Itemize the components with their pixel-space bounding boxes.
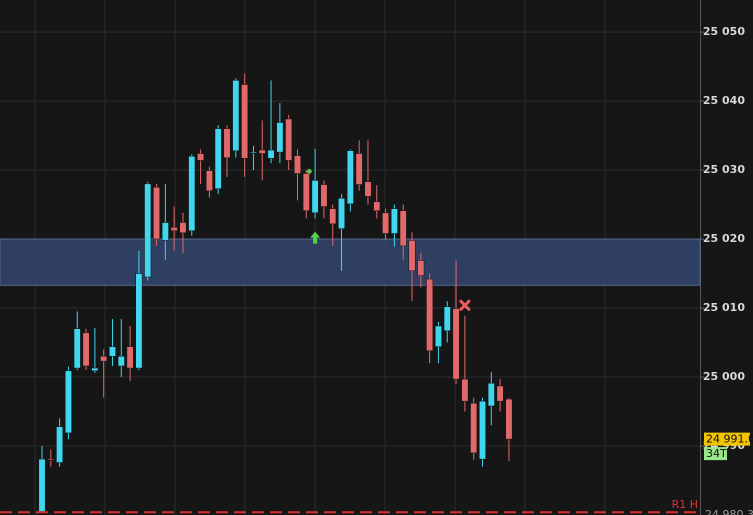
candle-body [390,208,398,234]
last-price-box [704,432,750,446]
candle-body [496,385,504,402]
candle-body [267,149,275,159]
y-tick-label: 25 010 [703,301,745,314]
level-name: R1 H [672,498,698,511]
candle-body [232,80,240,151]
candle-body [285,118,293,161]
candle-body [170,227,178,232]
candle-body [338,198,345,229]
last-price-label: 24 991.0 [706,433,753,446]
buy-arrow [310,231,321,244]
candle-body [82,332,90,367]
candle-body [417,260,425,276]
candle-body [294,155,301,174]
candle-body [329,208,337,225]
timer-label: 34T [706,447,727,460]
candle-body [188,156,196,232]
y-tick-label: 25 030 [703,163,745,176]
candle-body [373,201,381,212]
candle-body [117,356,125,367]
candle-body [223,128,231,158]
candle-body [302,173,310,212]
candle-body [64,370,72,434]
candle-body [56,426,64,463]
candle-body [443,306,451,332]
candle-body [241,84,249,159]
candle-body [179,222,187,234]
candle-body [311,180,319,214]
candle-body [461,378,469,402]
candle-body [364,181,372,197]
candle-body [109,346,116,357]
candle-body [144,183,152,278]
candle-body [487,382,495,407]
highlight-band [0,238,701,286]
candle-body [435,325,442,347]
candle-body [214,128,222,189]
candle-body [452,308,460,380]
candle-body [382,212,390,234]
candle-body [126,346,134,369]
candle-body [479,400,486,460]
candle-body [276,122,284,153]
candle-body [205,170,213,192]
candle-body [470,402,478,454]
candle-body [135,273,143,369]
level-price-label: 24 980.3 [705,508,753,515]
candle-body [320,184,328,207]
candle-body [73,328,81,369]
timer-box [704,447,727,461]
y-tick-label: 25 050 [703,25,745,38]
candle-body [505,398,513,440]
exit-cross [459,299,471,311]
candle-body [258,149,266,154]
candle-body [355,153,363,185]
candle-body [153,187,160,240]
y-tick-label: 25 000 [703,370,745,383]
candle-body [91,367,99,372]
y-tick-label: 25 020 [703,232,745,245]
candle-body [197,153,205,161]
candle-body [38,458,46,512]
candle-body [47,458,55,461]
candle-body [161,222,169,241]
candle-body [426,278,434,352]
y-tick-label: 25 040 [703,94,745,107]
candle-body [346,150,354,205]
diamond-marker [306,168,313,175]
candle-body [100,356,108,362]
candle-body [249,151,257,154]
candle-body [399,210,407,247]
candle-body [408,240,416,272]
